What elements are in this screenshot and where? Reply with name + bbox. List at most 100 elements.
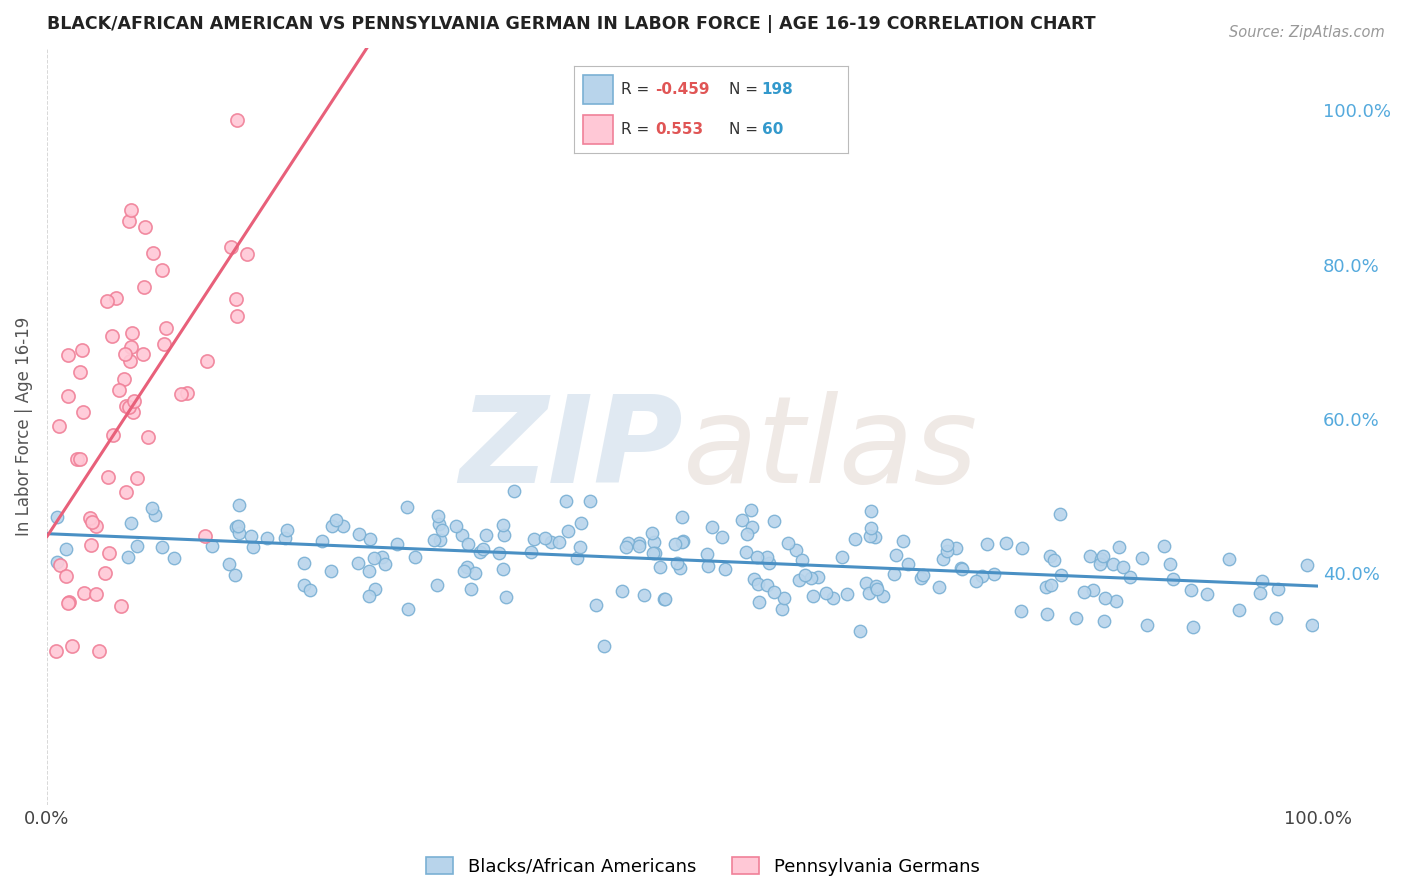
Point — [276, 523, 298, 537]
Point — [831, 549, 853, 564]
Point — [228, 498, 250, 512]
Point — [1296, 558, 1319, 572]
Point — [844, 532, 866, 546]
Point — [569, 516, 592, 530]
Point — [122, 393, 145, 408]
Point — [932, 552, 955, 566]
Point — [224, 567, 246, 582]
Point — [671, 535, 693, 549]
Point — [444, 519, 467, 533]
Point — [815, 585, 838, 599]
Point — [96, 293, 118, 308]
Point — [742, 572, 765, 586]
Point — [945, 541, 967, 555]
Point — [666, 557, 689, 571]
Point — [792, 553, 814, 567]
Point — [429, 533, 451, 548]
Point — [48, 419, 70, 434]
Point — [73, 586, 96, 600]
Point — [225, 519, 247, 533]
Point — [101, 428, 124, 442]
Point — [1153, 539, 1175, 553]
Point — [153, 336, 176, 351]
Point — [195, 354, 218, 368]
Point — [671, 509, 693, 524]
Point — [84, 587, 107, 601]
Point — [1090, 558, 1112, 572]
Point — [120, 340, 142, 354]
Point — [347, 527, 370, 541]
Point — [100, 328, 122, 343]
Point — [995, 536, 1018, 550]
Point — [142, 245, 165, 260]
Point — [1035, 580, 1057, 594]
Point — [1090, 552, 1112, 566]
Point — [359, 532, 381, 546]
Point — [1050, 568, 1073, 582]
Point — [755, 578, 778, 592]
Point — [134, 219, 156, 234]
Point — [911, 567, 934, 582]
Point — [897, 557, 920, 571]
Point — [430, 523, 453, 537]
Point — [225, 292, 247, 306]
Point — [1102, 558, 1125, 572]
Point — [127, 539, 149, 553]
Point — [396, 500, 419, 514]
Point — [457, 537, 479, 551]
Point — [671, 534, 693, 549]
Point — [614, 541, 637, 555]
Point — [610, 584, 633, 599]
Point — [1249, 586, 1271, 600]
Y-axis label: In Labor Force | Age 16-19: In Labor Force | Age 16-19 — [15, 318, 32, 536]
Point — [1043, 552, 1066, 566]
Point — [118, 214, 141, 228]
Point — [523, 532, 546, 546]
Point — [426, 578, 449, 592]
Point — [117, 549, 139, 564]
Point — [429, 517, 451, 532]
Point — [800, 571, 823, 585]
Point — [1078, 549, 1101, 563]
Point — [883, 566, 905, 581]
Point — [56, 348, 79, 362]
Point — [644, 546, 666, 560]
Point — [1182, 619, 1205, 633]
Point — [226, 112, 249, 127]
Point — [1301, 618, 1323, 632]
Point — [807, 569, 830, 583]
Point — [228, 525, 250, 540]
Point — [533, 532, 555, 546]
Point — [859, 504, 882, 518]
Point — [108, 383, 131, 397]
Point — [121, 326, 143, 341]
Point — [950, 562, 973, 576]
Point — [745, 550, 768, 565]
Point — [228, 518, 250, 533]
Point — [201, 539, 224, 553]
Point — [928, 580, 950, 594]
Point — [460, 582, 482, 597]
Point — [858, 586, 880, 600]
Point — [1040, 577, 1063, 591]
Point — [872, 589, 894, 603]
Text: atlas: atlas — [682, 391, 979, 508]
Point — [789, 573, 811, 587]
Point — [218, 557, 240, 571]
Point — [104, 291, 127, 305]
Point — [1180, 582, 1202, 597]
Point — [242, 540, 264, 554]
Point — [84, 519, 107, 533]
Point — [321, 564, 343, 578]
Point — [859, 528, 882, 542]
Point — [1227, 603, 1250, 617]
Point — [155, 321, 177, 335]
Point — [866, 582, 889, 596]
Point — [471, 541, 494, 556]
Point — [633, 588, 655, 602]
Point — [983, 566, 1005, 581]
Point — [976, 537, 998, 551]
Point — [321, 518, 343, 533]
Point — [56, 389, 79, 403]
Point — [1094, 591, 1116, 606]
